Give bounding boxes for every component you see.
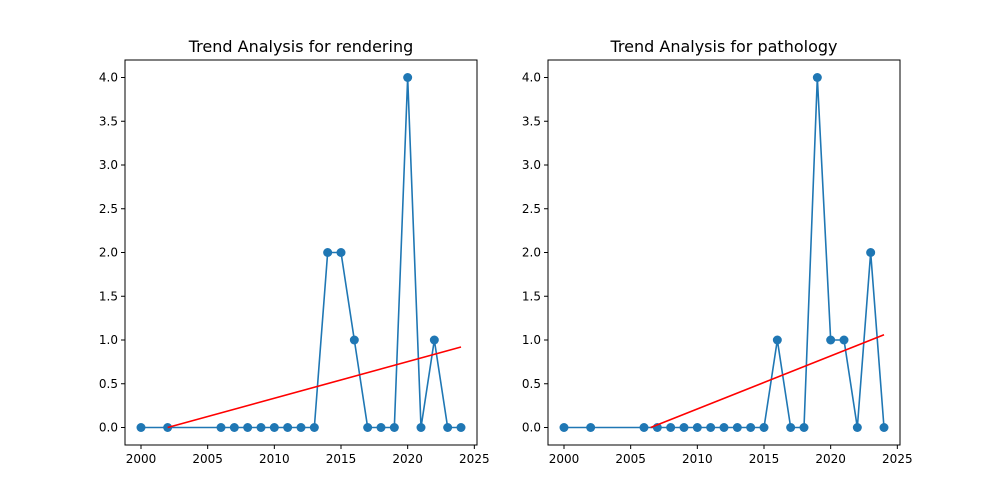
data-point — [349, 335, 359, 345]
data-point — [363, 423, 373, 432]
y-tick-label: 1.5 — [522, 289, 541, 303]
data-point — [216, 423, 226, 432]
data-point — [839, 335, 849, 345]
x-tick-label: 2010 — [682, 452, 713, 466]
trend-line — [167, 346, 462, 429]
x-tick-label: 2025 — [459, 452, 490, 466]
data-point — [403, 73, 413, 82]
y-tick-label: 1.5 — [99, 289, 118, 303]
data-point — [746, 423, 756, 432]
y-tick-label: 2.0 — [99, 246, 118, 260]
x-tick-label: 2015 — [749, 452, 780, 466]
data-point — [812, 73, 822, 82]
chart-panel-pathology: Trend Analysis for pathology 2000 2005 201… — [522, 37, 913, 466]
data-point — [296, 423, 306, 432]
x-tick-label: 2005 — [615, 452, 646, 466]
data-point — [416, 423, 426, 432]
y-tick-label: 3.5 — [522, 114, 541, 128]
data-point — [243, 423, 253, 432]
data-point — [759, 423, 769, 432]
x-tick-label: 2020 — [392, 452, 423, 466]
y-tick-label: 2.5 — [99, 202, 118, 216]
data-point — [309, 423, 319, 432]
data-point — [136, 423, 146, 432]
data-point — [679, 423, 689, 432]
data-point — [256, 423, 266, 432]
trend-line — [650, 334, 885, 429]
y-tick-label: 3.0 — [99, 158, 118, 172]
data-point — [323, 248, 333, 257]
data-point — [719, 423, 729, 432]
data-point — [879, 423, 889, 432]
y-tick-label: 4.0 — [522, 71, 541, 85]
data-point — [866, 248, 876, 257]
y-tick-label: 2.5 — [522, 202, 541, 216]
data-point — [826, 335, 836, 345]
data-point — [786, 423, 796, 432]
data-point — [229, 423, 239, 432]
data-point — [639, 423, 649, 432]
data-point — [559, 423, 569, 432]
y-tick-label: 0.0 — [522, 421, 541, 435]
data-point — [336, 248, 346, 257]
y-tick-label: 2.0 — [522, 246, 541, 260]
y-tick-label: 0.0 — [99, 421, 118, 435]
data-point — [283, 423, 293, 432]
data-point — [376, 423, 386, 432]
x-tick-label: 2000 — [126, 452, 157, 466]
data-point — [852, 423, 862, 432]
chart-panel-rendering: Trend Analysis for rendering 2000 2005 201… — [99, 37, 490, 466]
y-tick-label: 4.0 — [99, 71, 118, 85]
data-point — [666, 423, 676, 432]
chart-title: Trend Analysis for rendering — [188, 37, 414, 56]
data-point — [772, 335, 782, 345]
x-tick-label: 2005 — [192, 452, 223, 466]
data-point — [389, 423, 399, 432]
x-tick-label: 2025 — [882, 452, 913, 466]
data-point — [429, 335, 439, 345]
x-tick-label: 2020 — [815, 452, 846, 466]
data-point — [269, 423, 279, 432]
x-tick-label: 2000 — [549, 452, 580, 466]
x-tick-label: 2010 — [259, 452, 290, 466]
y-tick-label: 0.5 — [522, 377, 541, 391]
data-point — [456, 423, 466, 432]
chart-title: Trend Analysis for pathology — [610, 37, 838, 56]
y-tick-label: 1.0 — [99, 333, 118, 347]
data-point — [799, 423, 809, 432]
data-point — [706, 423, 716, 432]
data-point — [692, 423, 702, 432]
y-tick-label: 1.0 — [522, 333, 541, 347]
data-point — [443, 423, 453, 432]
data-point — [732, 423, 742, 432]
data-point — [586, 423, 596, 432]
y-tick-label: 0.5 — [99, 377, 118, 391]
y-tick-label: 3.5 — [99, 114, 118, 128]
x-tick-label: 2015 — [326, 452, 357, 466]
y-tick-label: 3.0 — [522, 158, 541, 172]
